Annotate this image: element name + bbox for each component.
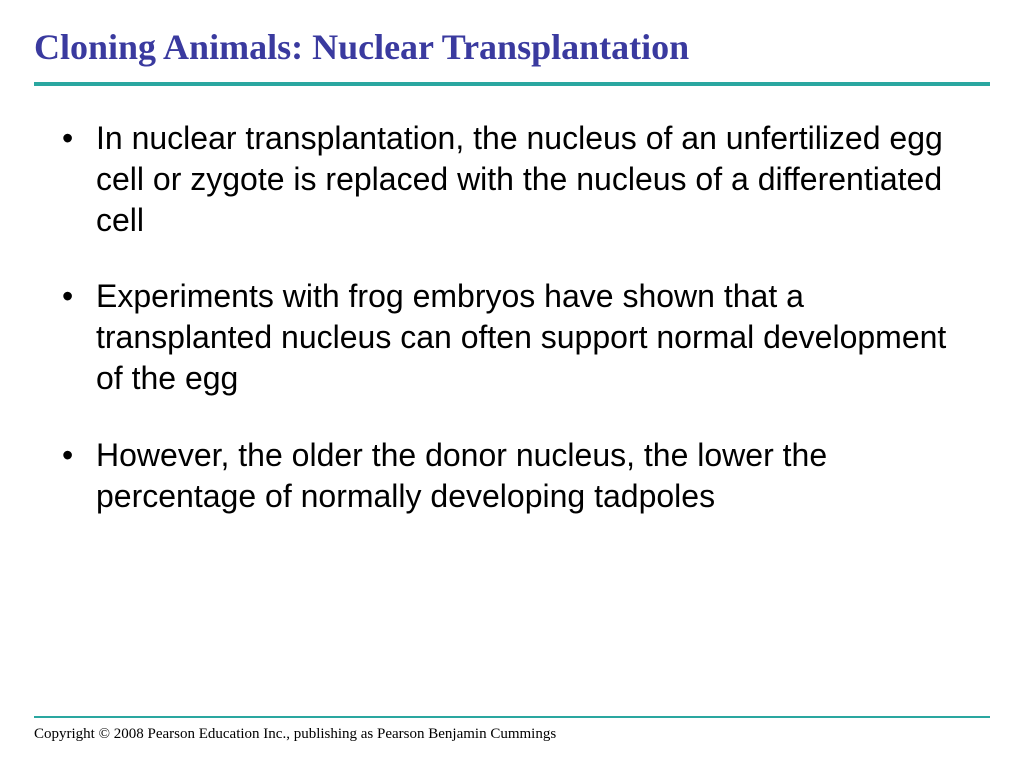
copyright-text: Copyright © 2008 Pearson Education Inc.,…	[34, 726, 556, 743]
bullet-item: However, the older the donor nucleus, th…	[62, 435, 970, 517]
bullet-item: Experiments with frog embryos have shown…	[62, 276, 970, 399]
slide-title: Cloning Animals: Nuclear Transplantation	[34, 28, 990, 68]
bullet-item: In nuclear transplantation, the nucleus …	[62, 118, 970, 241]
slide: Cloning Animals: Nuclear Transplantation…	[0, 0, 1024, 768]
bullet-list: In nuclear transplantation, the nucleus …	[34, 118, 990, 518]
title-rule	[34, 82, 990, 86]
footer-rule	[34, 716, 990, 718]
